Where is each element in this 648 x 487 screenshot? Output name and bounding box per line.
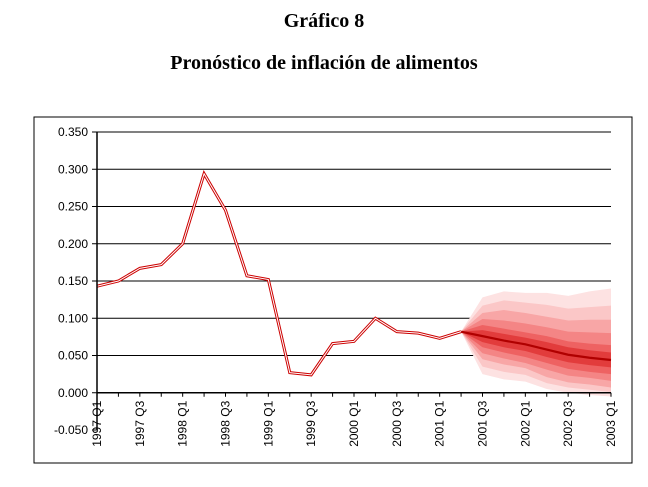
chart-frame: [33, 116, 633, 464]
x-tick-label: 2002 Q1: [518, 400, 532, 446]
y-tick-label: 0.000: [58, 386, 88, 400]
y-tick-label: 0.250: [58, 200, 88, 214]
x-tick-label: 2003 Q1: [604, 400, 618, 446]
x-tick-label: 1998 Q3: [219, 400, 233, 446]
x-tick-label: 1997 Q1: [90, 400, 104, 446]
chart-title: Gráfico 8: [283, 10, 365, 32]
forecast-center-line: [460, 330, 612, 362]
y-tick-label: 0.350: [58, 125, 88, 139]
y-tick-label: 0.300: [58, 162, 88, 176]
chart-subtitle: Pronóstico de inflación de alimentos: [170, 52, 478, 74]
x-tick-label: 1999 Q1: [261, 400, 275, 446]
x-tick-label: 1998 Q1: [176, 400, 190, 446]
y-tick-label: 0.150: [58, 274, 88, 288]
history-line-core: [96, 172, 462, 376]
y-tick-label: -0.050: [54, 423, 88, 437]
x-tick-label: 2001 Q1: [433, 400, 447, 446]
y-tick-label: 0.200: [58, 237, 88, 251]
y-tick-label: 0.050: [58, 349, 88, 363]
x-tick-labels: 1997 Q1 1997 Q3 1998 Q1 1998 Q3 1999 Q1 1999 …: [90, 400, 618, 446]
x-tick-label: 2000 Q1: [347, 400, 361, 446]
series-lines: [96, 170, 612, 377]
x-tick-label: 1999 Q3: [304, 400, 318, 446]
x-tick-label: 2001 Q3: [476, 400, 490, 446]
axes: [92, 131, 612, 431]
y-tick-label: 0.100: [58, 311, 88, 325]
x-tick-label: 2000 Q3: [390, 400, 404, 446]
x-tick-label: 1997 Q3: [133, 400, 147, 446]
x-tick-label: 2002 Q3: [561, 400, 575, 446]
y-tick-labels: 0.350 0.300 0.250 0.200 0.150 0.100 0.050 0.000…: [54, 125, 88, 437]
